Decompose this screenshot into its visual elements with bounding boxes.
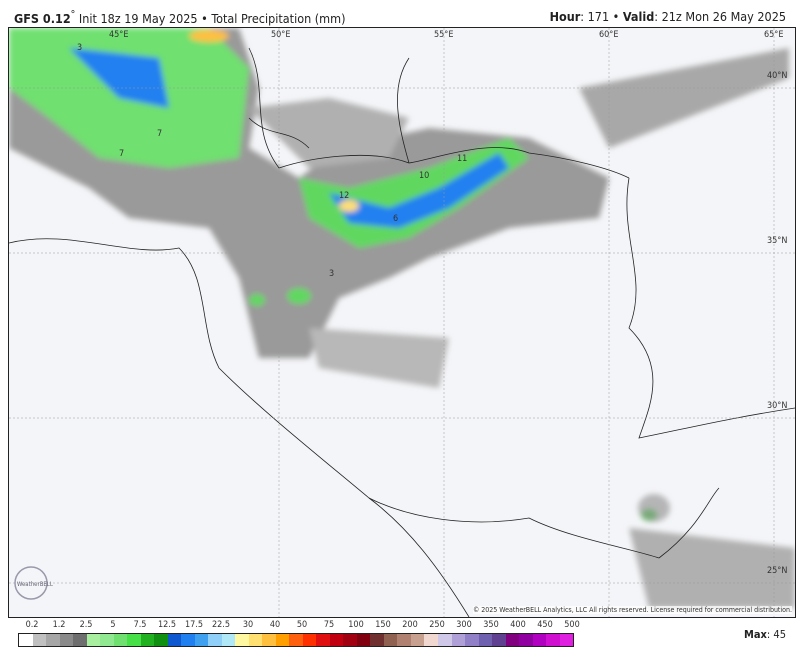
colorbar-swatch	[410, 634, 425, 646]
colorbar-swatch	[465, 634, 479, 646]
svg-text:6: 6	[393, 214, 398, 224]
weatherbell-logo: WeatherBELL	[14, 566, 53, 600]
svg-text:11: 11	[457, 154, 467, 164]
colorbar-label: 300	[456, 620, 472, 630]
colorbar-label: 200	[402, 620, 418, 630]
lon-label: 45°E	[109, 30, 128, 40]
copyright: © 2025 WeatherBELL Analytics, LLC All ri…	[472, 606, 792, 614]
graticule	[9, 28, 795, 617]
colorbar-swatch	[397, 634, 411, 646]
lat-label: 40°N	[767, 71, 787, 81]
lon-label: 55°E	[434, 30, 453, 40]
colorbar-label: 0.2	[25, 620, 39, 630]
colorbar-label: 350	[483, 620, 499, 630]
colorbar	[18, 633, 574, 647]
colorbar-swatch	[46, 634, 60, 646]
colorbar-swatch	[316, 634, 330, 646]
colorbar-swatch	[532, 634, 547, 646]
colorbar-swatch	[424, 634, 438, 646]
svg-text:3: 3	[329, 269, 334, 279]
colorbar-swatch	[289, 634, 303, 646]
colorbar-swatch	[221, 634, 236, 646]
lon-label: 65°E	[764, 30, 783, 40]
lat-label: 25°N	[767, 566, 787, 576]
colorbar-swatch	[275, 634, 290, 646]
colorbar-label: 500	[564, 620, 580, 630]
colorbar-label: 75	[323, 620, 335, 630]
colorbar-label: 7.5	[133, 620, 147, 630]
colorbar-swatch	[32, 634, 47, 646]
colorbar-label: 150	[375, 620, 391, 630]
colorbar-swatch	[519, 634, 533, 646]
svg-text:10: 10	[419, 171, 429, 181]
colorbar-swatch	[154, 634, 168, 646]
colorbar-swatch	[59, 634, 74, 646]
colorbar-label: 1.2	[52, 620, 66, 630]
precip-fields	[9, 28, 795, 608]
colorbar-label: 2.5	[79, 620, 93, 630]
colorbar-swatch	[73, 634, 87, 646]
colorbar-swatch	[302, 634, 317, 646]
colorbar-swatch	[140, 634, 155, 646]
colorbar-label: 12.5	[157, 620, 177, 630]
colorbar-swatch	[86, 634, 101, 646]
colorbar-swatch	[451, 634, 466, 646]
colorbar-swatch	[492, 634, 506, 646]
colorbar-swatch	[559, 634, 574, 646]
colorbar-label: 5	[110, 620, 116, 630]
lat-label: 35°N	[767, 236, 787, 246]
colorbar-swatch	[370, 634, 384, 646]
colorbar-swatch	[19, 634, 33, 646]
colorbar-swatch	[167, 634, 182, 646]
colorbar-swatch	[383, 634, 398, 646]
colorbar-swatch	[248, 634, 263, 646]
colorbar-swatch	[208, 634, 222, 646]
colorbar-label: 100	[348, 620, 364, 630]
lon-label: 60°E	[599, 30, 618, 40]
colorbar-label: 17.5	[184, 620, 204, 630]
colorbar-label: 50	[296, 620, 308, 630]
colorbar-swatch	[181, 634, 195, 646]
colorbar-swatch	[343, 634, 357, 646]
colorbar-swatch	[437, 634, 452, 646]
title: GFS 0.12° Init 18z 19 May 2025 • Total P…	[14, 9, 346, 27]
colorbar-label: 22.5	[211, 620, 231, 630]
colorbar-swatch	[478, 634, 493, 646]
logo-text: WeatherBELL	[17, 581, 53, 588]
precipitation-map: 45°E 50°E 55°E 60°E 65°E 40°N 35°N 30°N …	[8, 27, 796, 618]
colorbar-label: 450	[537, 620, 553, 630]
svg-text:7: 7	[157, 129, 162, 139]
colorbar-label: 400	[510, 620, 526, 630]
borders	[8, 47, 796, 618]
lat-label: 30°N	[767, 401, 787, 411]
colorbar-swatch	[100, 634, 114, 646]
svg-text:12: 12	[339, 191, 349, 201]
colorbar-swatch	[127, 634, 141, 646]
svg-text:7: 7	[119, 149, 124, 159]
colorbar-label: 40	[269, 620, 281, 630]
colorbar-swatch	[546, 634, 560, 646]
colorbar-labels: 0.2 1.2 2.5 5 7.5 12.5 17.5 22.5 30 40 50 75 100 150 2…	[18, 620, 580, 632]
colorbar-swatch	[329, 634, 344, 646]
colorbar-swatch	[356, 634, 371, 646]
colorbar-swatch	[113, 634, 128, 646]
max-value: Max: 45	[744, 628, 786, 641]
colorbar-label: 30	[242, 620, 254, 630]
contour-labels: 3 7 7 11 10 6 3 12	[77, 43, 467, 279]
colorbar-swatch	[262, 634, 276, 646]
lon-label: 50°E	[271, 30, 290, 40]
colorbar-swatch	[235, 634, 249, 646]
colorbar-label: 250	[429, 620, 445, 630]
valid-time: Hour: 171 • Valid: 21z Mon 26 May 2025	[549, 9, 786, 24]
svg-text:3: 3	[77, 43, 82, 53]
colorbar-swatch	[505, 634, 520, 646]
colorbar-swatch	[194, 634, 209, 646]
